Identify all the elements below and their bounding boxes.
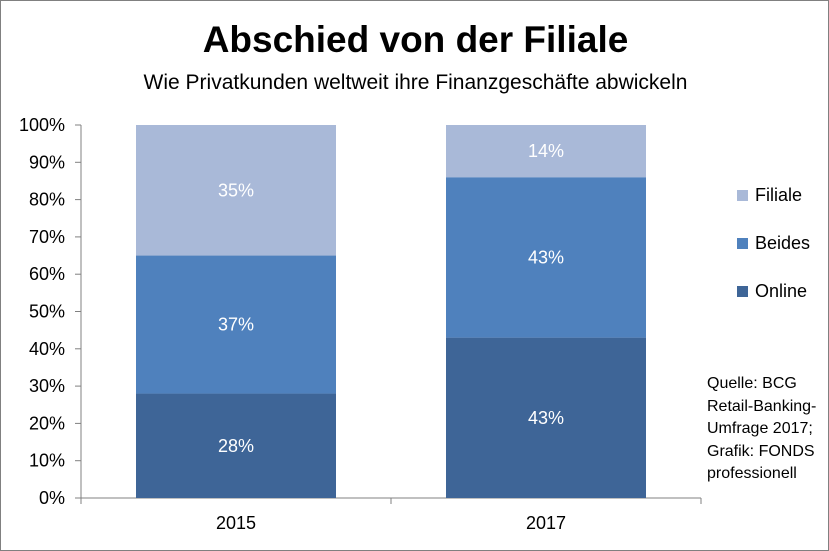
bar-segment-online	[446, 337, 646, 498]
source-note: Quelle: BCG Retail-Banking-Umfrage 2017;…	[707, 375, 817, 482]
y-tick-label: 10%	[29, 451, 65, 471]
y-tick-label: 60%	[29, 264, 65, 284]
y-tick-label: 30%	[29, 376, 65, 396]
legend-label-filiale: Filiale	[755, 184, 803, 205]
data-label: 35%	[218, 180, 254, 200]
legend-item-online: Online	[737, 279, 810, 303]
y-tick-label: 20%	[29, 413, 65, 433]
y-tick-label: 80%	[29, 190, 65, 210]
y-tick-label: 70%	[29, 227, 65, 247]
legend-swatch-filiale	[737, 189, 748, 201]
y-tick-label: 50%	[29, 302, 65, 322]
bar-segment-filiale	[446, 125, 646, 178]
axes: 0% 10% 20% 30% 40% 50% 60% 70% 80% 90% 100% 2015 201…	[19, 115, 702, 533]
bar-segment-beides	[446, 177, 646, 338]
legend-swatch-beides	[737, 237, 748, 249]
bars	[136, 125, 646, 498]
chart-subtitle: Wie Privatkunden weltweit ihre Finanzges…	[143, 71, 688, 94]
data-label: 37%	[218, 315, 254, 335]
y-tick-label: 90%	[29, 152, 65, 172]
legend-item-filiale: Filiale	[737, 183, 810, 207]
chart-title: Abschied von der Filiale	[202, 19, 629, 60]
legend: Filiale Beides Online	[737, 183, 810, 327]
legend-item-beides: Beides	[737, 231, 810, 255]
legend-label-online: Online	[755, 280, 808, 301]
data-label: 43%	[528, 247, 564, 267]
legend-swatch-online	[737, 285, 748, 297]
data-label: 14%	[528, 141, 564, 161]
data-label: 28%	[218, 436, 254, 456]
y-tick-label: 40%	[29, 339, 65, 359]
data-labels: 28% 37% 35% 43% 43% 14%	[218, 141, 564, 456]
y-tick-label: 100%	[19, 115, 65, 135]
x-tick-label: 2017	[526, 513, 566, 533]
bar-segment-filiale	[136, 125, 336, 256]
bar-segment-beides	[136, 255, 336, 394]
x-tick-label: 2015	[216, 513, 256, 533]
legend-label-beides: Beides	[755, 232, 811, 253]
bar-segment-online	[136, 393, 336, 498]
y-tick-label: 0%	[39, 488, 65, 508]
data-label: 43%	[528, 408, 564, 428]
